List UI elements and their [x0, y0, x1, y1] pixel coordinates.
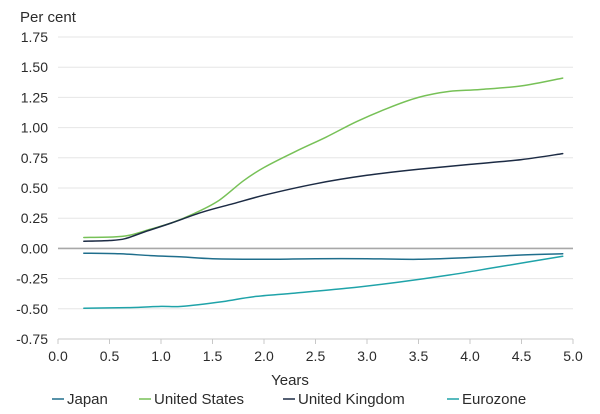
- x-tick-label: 4.0: [460, 348, 480, 364]
- y-tick-label: -0.75: [16, 331, 48, 347]
- y-tick-label: 0.75: [21, 150, 48, 166]
- y-tick-label: 1.25: [21, 89, 48, 105]
- legend-item-united-kingdom: United Kingdom: [283, 391, 405, 408]
- gridlines: [57, 36, 574, 344]
- x-tick-labels: 0.0 0.5 1.0 1.5 2.0 2.5 3.0 3.5 4.0 4.5 5.0: [48, 348, 583, 364]
- y-tick-label: 1.75: [21, 29, 48, 45]
- y-tick-label: 1.50: [21, 59, 48, 75]
- series-line-eurozone: [83, 255, 564, 309]
- x-tick-label: 0.0: [48, 348, 68, 364]
- y-tick-label: 1.00: [21, 120, 48, 136]
- legend-label: Eurozone: [462, 391, 526, 408]
- y-axis-title: Per cent: [20, 9, 77, 26]
- x-tick-label: 2.5: [306, 348, 326, 364]
- y-tick-label: -0.50: [16, 301, 48, 317]
- y-tick-label: 0.50: [21, 180, 48, 196]
- legend: Japan United States United Kingdom Eurozone: [52, 391, 526, 408]
- x-tick-label: 5.0: [563, 348, 583, 364]
- legend-item-japan: Japan: [52, 391, 108, 408]
- series-line-united-kingdom: [83, 152, 564, 242]
- x-tick-label: 2.0: [254, 348, 274, 364]
- x-axis-title: Years: [271, 372, 309, 389]
- y-tick-label: 0.25: [21, 210, 48, 226]
- series-lines: [83, 77, 564, 309]
- x-tick-label: 0.5: [100, 348, 120, 364]
- legend-item-eurozone: Eurozone: [447, 391, 526, 408]
- legend-label: Japan: [67, 391, 108, 408]
- x-tick-label: 1.5: [203, 348, 223, 364]
- x-tick-label: 3.5: [409, 348, 429, 364]
- series-line-japan: [83, 252, 564, 261]
- y-tick-labels: 1.75 1.50 1.25 1.00 0.75 0.50 0.25 0.00 -0.25 -0.…: [16, 29, 48, 347]
- y-tick-label: -0.25: [16, 271, 48, 287]
- legend-label: United States: [154, 391, 244, 408]
- legend-item-united-states: United States: [139, 391, 244, 408]
- y-tick-label: 0.00: [21, 240, 48, 256]
- x-tick-label: 1.0: [151, 348, 171, 364]
- legend-label: United Kingdom: [298, 391, 405, 408]
- x-tick-label: 3.0: [357, 348, 377, 364]
- x-tick-label: 4.5: [512, 348, 532, 364]
